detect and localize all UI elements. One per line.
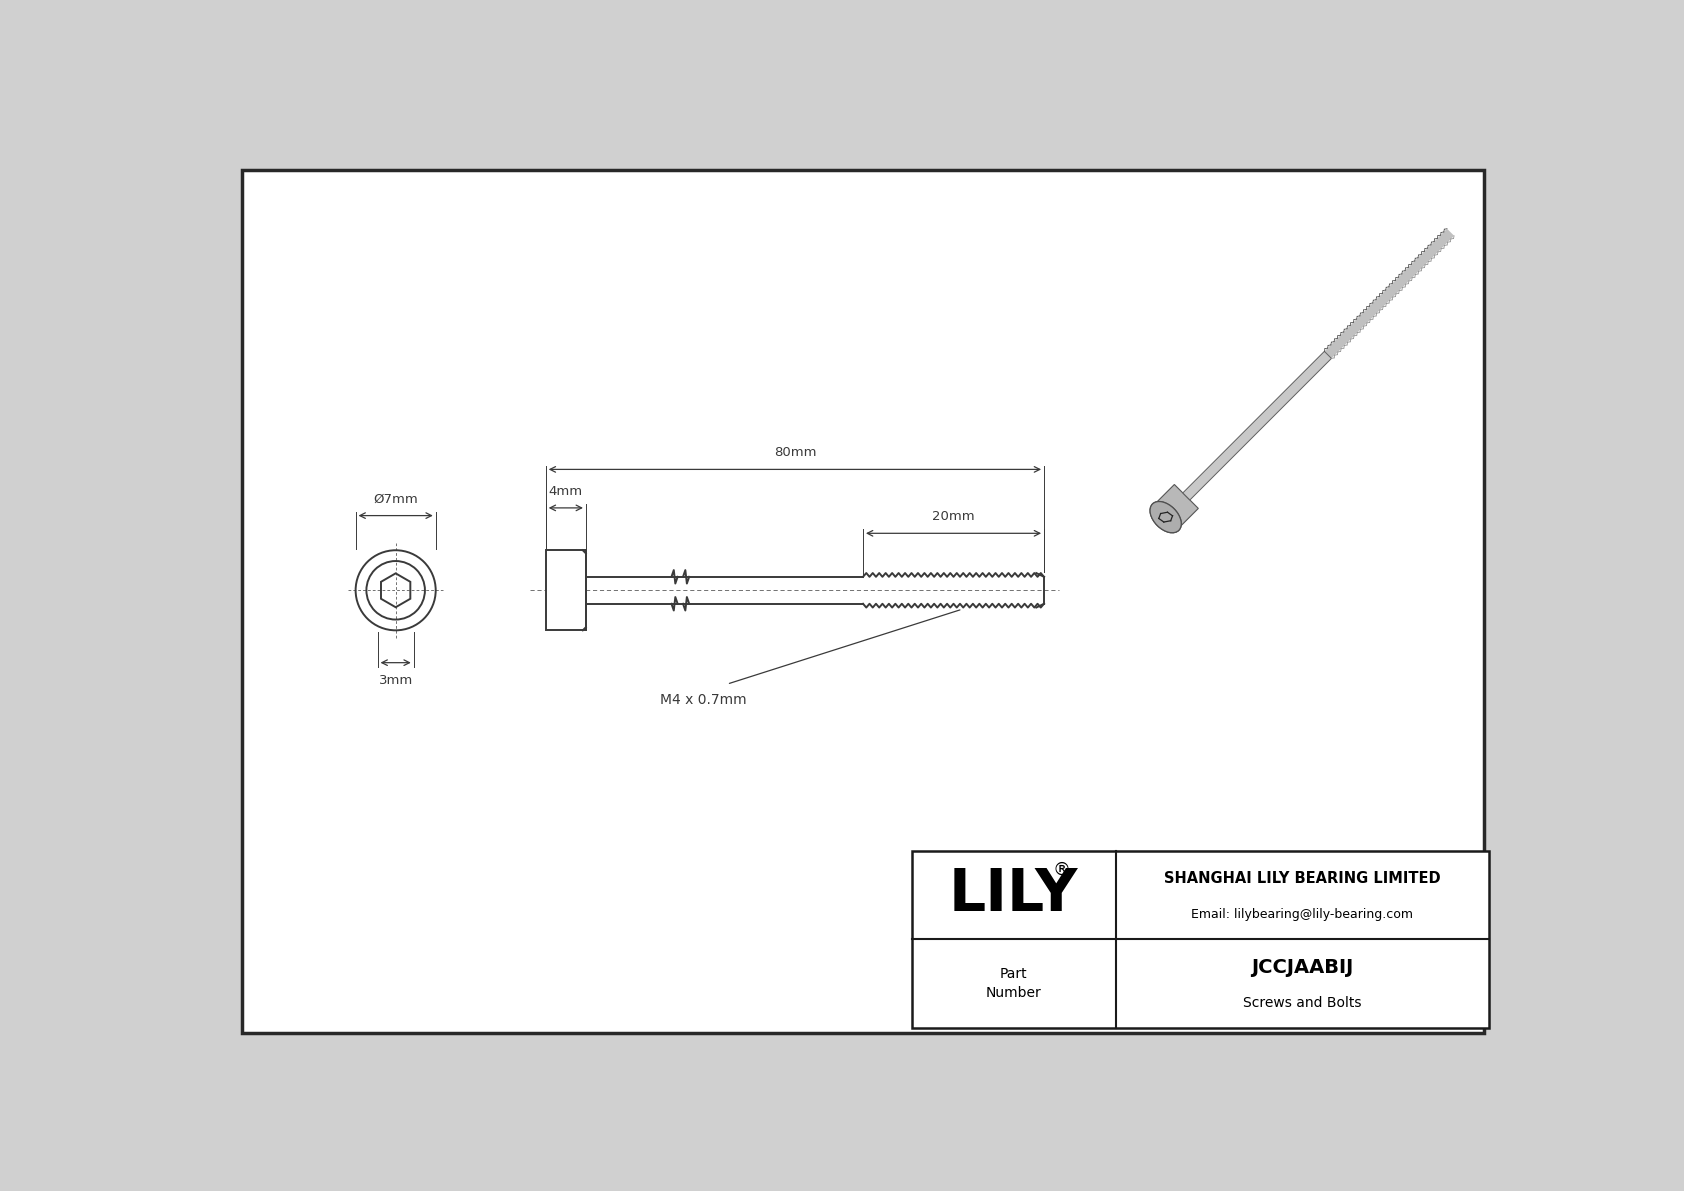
Text: Email: lilybearing@lily-bearing.com: Email: lilybearing@lily-bearing.com — [1191, 908, 1413, 921]
Bar — [911, 850, 1489, 1028]
Text: ®: ® — [1052, 861, 1071, 879]
Ellipse shape — [1150, 501, 1180, 532]
Text: 20mm: 20mm — [933, 510, 975, 523]
Text: Screws and Bolts: Screws and Bolts — [1243, 996, 1362, 1010]
Text: M4 x 0.7mm: M4 x 0.7mm — [660, 693, 748, 707]
Text: SHANGHAI LILY BEARING LIMITED: SHANGHAI LILY BEARING LIMITED — [1164, 872, 1440, 886]
Bar — [546, 550, 586, 630]
Text: Ø7mm: Ø7mm — [374, 493, 418, 506]
Polygon shape — [1154, 485, 1199, 529]
Polygon shape — [1324, 229, 1453, 358]
Text: JCCJAABIJ: JCCJAABIJ — [1251, 958, 1354, 977]
Text: Part
Number: Part Number — [985, 967, 1041, 1000]
Text: 3mm: 3mm — [379, 674, 413, 687]
Text: LILY: LILY — [948, 866, 1078, 923]
Text: 80mm: 80mm — [773, 447, 817, 460]
Ellipse shape — [1150, 501, 1180, 532]
Text: 4mm: 4mm — [549, 485, 583, 498]
Polygon shape — [1182, 351, 1332, 500]
